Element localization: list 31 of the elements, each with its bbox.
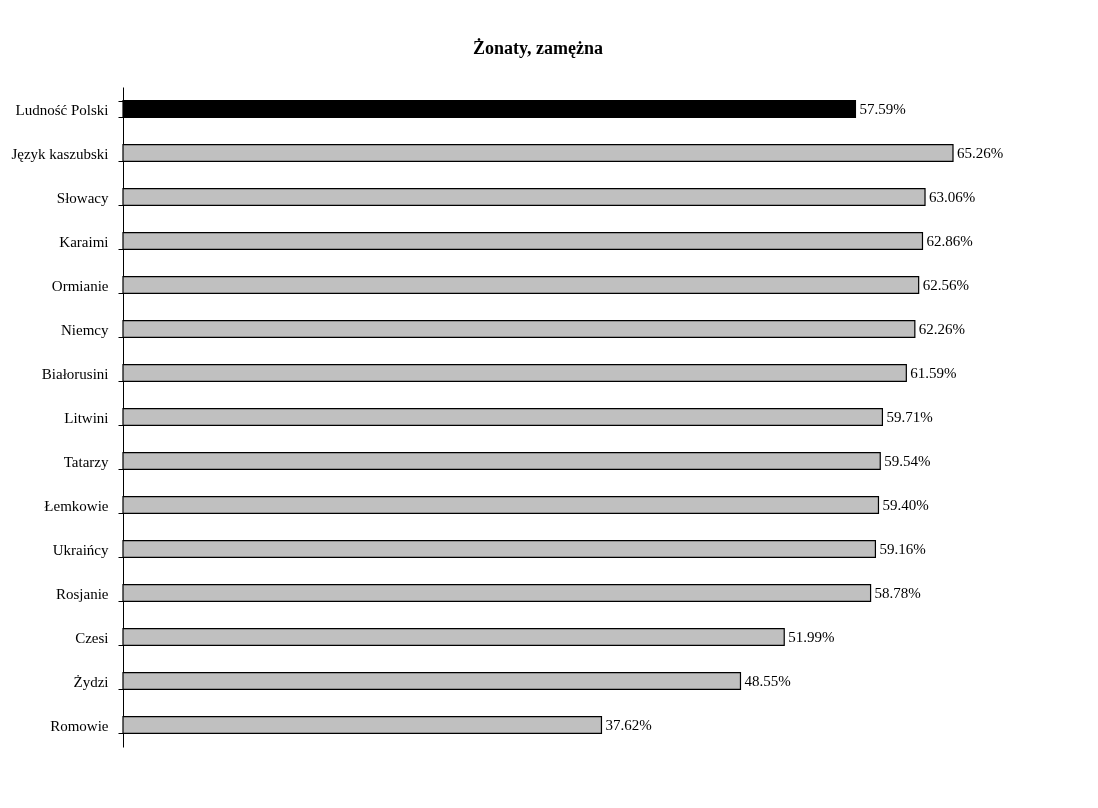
y-tick-label: Ukraińcy (52, 541, 109, 558)
y-tick-label: Łemkowie (44, 497, 109, 514)
data-label: 59.54% (884, 453, 931, 469)
y-tick-label: Rosjanie (56, 585, 109, 602)
y-tick-label: Czesi (75, 629, 109, 646)
chart-title: Żonaty, zamężna (473, 38, 603, 58)
data-label: 57.59% (859, 101, 906, 117)
data-label: 59.16% (879, 541, 926, 557)
y-tick-label: Karaimi (59, 233, 109, 250)
data-label: 51.99% (788, 629, 835, 645)
y-tick-label: Ludność Polski (15, 101, 109, 118)
data-label: 65.26% (957, 145, 1004, 161)
data-label: 62.56% (922, 277, 969, 293)
data-label: 62.26% (918, 321, 966, 337)
data-label: 63.06% (929, 189, 976, 205)
data-label: 37.62% (605, 717, 652, 733)
data-label: 48.55% (744, 673, 791, 689)
data-label: 62.86% (926, 233, 973, 249)
data-label: 59.40% (882, 497, 929, 513)
y-tick-label: Białorusini (41, 365, 109, 382)
y-tick-label: Słowacy (56, 189, 109, 206)
data-label: 58.78% (874, 585, 921, 601)
data-label: 59.71% (886, 409, 933, 425)
y-tick-label: Litwini (64, 409, 109, 426)
y-tick-label: Niemcy (61, 321, 109, 338)
y-tick-label: Tatarzy (63, 453, 109, 470)
y-tick-label: Ormianie (51, 277, 109, 294)
y-tick-label: Żydzi (73, 673, 109, 690)
data-label: 61.59% (910, 365, 957, 381)
y-tick-label: Język kaszubski (11, 145, 109, 162)
y-tick-label: Romowie (50, 717, 109, 734)
